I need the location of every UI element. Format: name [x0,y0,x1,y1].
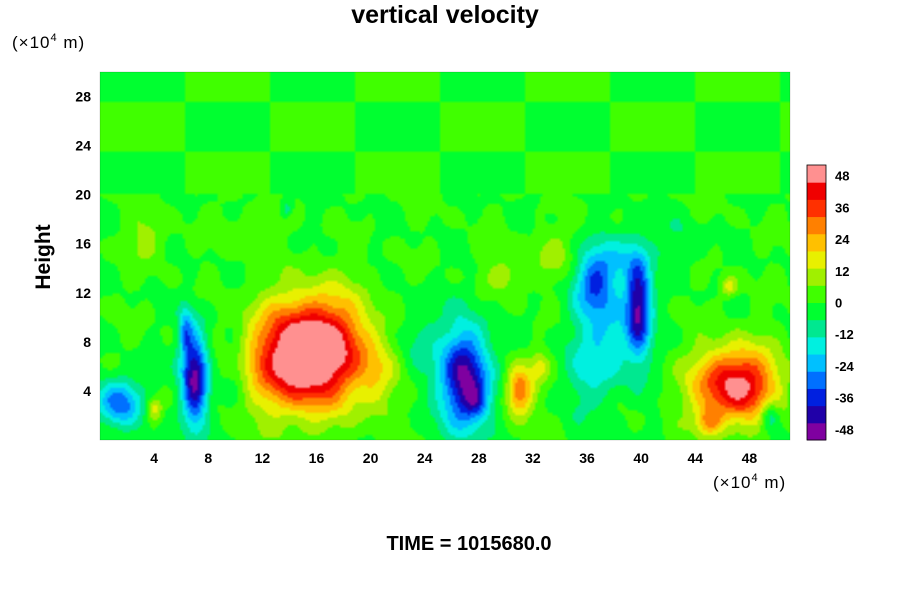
y-unit-label: (×104 m) [12,32,85,52]
colorbar-block [807,165,826,183]
colorbar-label: -24 [835,359,855,374]
x-tick-label: 40 [633,450,649,466]
colorbar-block [807,319,826,338]
x-tick-label: 12 [255,450,271,466]
x-tick-label: 8 [204,450,212,466]
y-tick-label: 24 [75,138,91,154]
x-tick-label: 24 [417,450,433,466]
colorbar-block [807,388,826,407]
plot-area [99,71,791,441]
x-tick-label: 32 [525,450,541,466]
colorbar-block [807,199,826,218]
x-unit-label: (×104 m) [713,472,786,492]
colorbar-block [807,233,826,252]
colorbar-label: 24 [835,232,850,247]
y-tick-label: 12 [75,285,91,301]
colorbar-block [807,354,826,372]
colorbar-block [807,422,826,441]
colorbar-label: -36 [835,391,854,406]
x-tick-label: 44 [688,450,704,466]
colorbar-label: -12 [835,327,854,342]
y-tick-label: 20 [75,187,91,203]
colorbar-block [807,268,826,286]
colorbar-block [807,336,826,355]
y-tick-label: 16 [75,236,91,252]
x-tick-label: 4 [150,450,158,466]
colorbar-label: 12 [835,264,849,279]
colorbar-label: -48 [835,422,854,437]
colorbar-label: 36 [835,200,849,215]
colorbar-block [807,250,826,269]
colorbar-block [807,216,826,235]
plot-frame [99,71,791,441]
x-tick-labels: 4 8 12 16 20 24 28 32 36 40 44 48 [150,450,757,466]
time-label: TIME = 1015680.0 [386,533,551,555]
colorbar-frame [806,164,827,441]
colorbar-blocks [807,165,826,441]
velocity-field-image [100,72,790,440]
colorbar-labels: 48 36 24 12 0 -12 -24 -36 -48 [835,169,855,438]
y-tick-labels: 4 8 12 16 20 24 28 [75,89,91,399]
y-axis-label: Height [32,224,55,289]
colorbar-block [807,371,826,389]
x-tick-label: 36 [579,450,595,466]
colorbar-label: 0 [835,296,842,311]
colorbar-label: 48 [835,169,849,184]
y-tick-label: 28 [75,89,91,105]
x-tick-label: 20 [363,450,379,466]
colorbar-block [807,405,826,424]
colorbar-block [807,302,826,321]
y-tick-label: 8 [83,334,91,350]
x-tick-label: 16 [309,450,325,466]
colorbar: 48 36 24 12 0 -12 -24 -36 -48 [806,164,855,441]
y-tick-label: 4 [83,383,91,399]
colorbar-block [807,285,826,303]
colorbar-block [807,182,826,200]
chart-title: vertical velocity [351,1,539,29]
x-tick-label: 48 [742,450,758,466]
x-tick-label: 28 [471,450,487,466]
